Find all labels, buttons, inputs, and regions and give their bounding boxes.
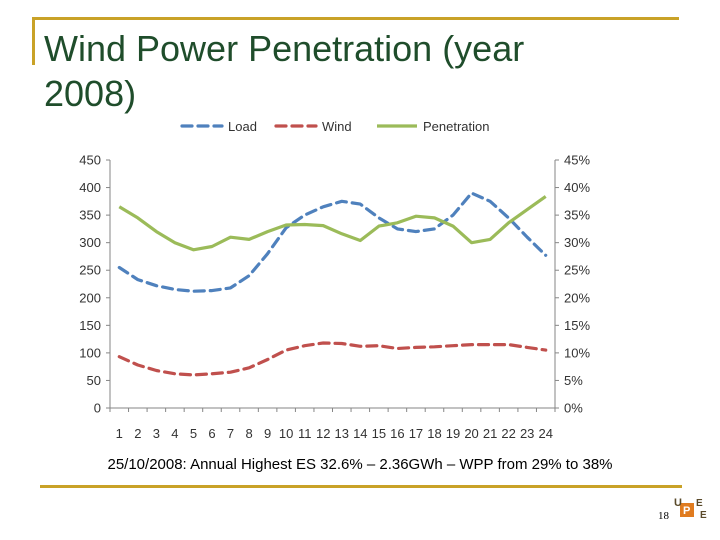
logo-letter-u: U [674, 497, 682, 509]
x-tick-label: 20 [464, 426, 478, 441]
x-tick-label: 17 [409, 426, 423, 441]
x-tick-label: 24 [538, 426, 552, 441]
footer-rule [40, 485, 682, 488]
upe-logo-icon: U P E E [674, 497, 707, 520]
x-tick-label: 18 [427, 426, 441, 441]
x-tick-label: 19 [446, 426, 460, 441]
y-right-tick-label: 5% [564, 373, 583, 388]
page-number: 18 [658, 510, 669, 522]
y-left-tick-label: 200 [79, 290, 101, 305]
y-right-tick-label: 45% [564, 153, 590, 168]
y-right-tick-label: 15% [564, 318, 590, 333]
x-tick-label: 1 [116, 426, 123, 441]
y-left-tick-label: 400 [79, 180, 101, 195]
x-tick-label: 5 [190, 426, 197, 441]
x-tick-label: 10 [279, 426, 293, 441]
y-left-tick-label: 150 [79, 318, 101, 333]
x-tick-label: 7 [227, 426, 234, 441]
y-right-tick-label: 30% [564, 235, 590, 250]
y-right-tick-label: 35% [564, 208, 590, 223]
x-tick-label: 6 [208, 426, 215, 441]
x-tick-label: 12 [316, 426, 330, 441]
x-tick-label: 14 [353, 426, 367, 441]
y-left-tick-label: 450 [79, 153, 101, 168]
x-tick-label: 8 [245, 426, 252, 441]
y-left-tick-label: 0 [94, 401, 101, 416]
x-tick-label: 22 [501, 426, 515, 441]
logo-letter-p: P [683, 505, 690, 517]
x-tick-label: 2 [134, 426, 141, 441]
series-line-load [117, 191, 548, 293]
logo-orange-square [680, 503, 694, 517]
title-rule-top [32, 17, 679, 20]
x-tick-label: 11 [298, 426, 312, 441]
penetration-chart: 0 50 100 150 200 250 300 350 400 450 0% 5% 10% 15% 20%… [79, 119, 590, 441]
x-tick-label: 16 [390, 426, 404, 441]
series-line-penetration [118, 195, 547, 252]
legend-label-load: Load [228, 119, 257, 134]
y-left-tick-label: 100 [79, 345, 101, 360]
y-right-tick-label: 20% [564, 290, 590, 305]
x-tick-label: 4 [171, 426, 178, 441]
x-tick-label: 21 [483, 426, 497, 441]
y-left-tick-label: 350 [79, 208, 101, 223]
x-tick-label: 15 [372, 426, 386, 441]
logo-letter-e-bottom: E [700, 510, 707, 520]
series-line-wind [117, 341, 548, 377]
y-left-tick-label: 250 [79, 263, 101, 278]
y-left-tick-label: 300 [79, 235, 101, 250]
x-tick-label: 23 [520, 426, 534, 441]
y-right-tick-label: 0% [564, 401, 583, 416]
y-left-tick-label: 50 [87, 373, 101, 388]
logo-letter-e-top: E [696, 498, 703, 509]
y-right-tick-label: 10% [564, 345, 590, 360]
x-tick-label: 13 [335, 426, 349, 441]
y-right-tick-label: 40% [564, 180, 590, 195]
y-right-tick-label: 25% [564, 263, 590, 278]
slide-title: Wind Power Penetration (year 2008) [44, 28, 525, 114]
slide-caption: 25/10/2008: Annual Highest ES 32.6% – 2.… [107, 456, 613, 473]
title-rule-left [32, 17, 35, 65]
legend-label-penetration: Penetration [423, 119, 490, 134]
x-tick-label: 9 [264, 426, 271, 441]
x-tick-label: 3 [153, 426, 160, 441]
legend-label-wind: Wind [322, 119, 352, 134]
